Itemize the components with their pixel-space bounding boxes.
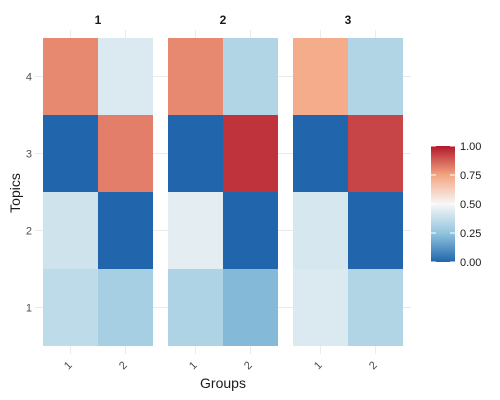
heatmap-cell xyxy=(98,38,153,115)
facet-title: 2 xyxy=(220,13,227,27)
legend-tick-label: 1.00 xyxy=(460,141,481,153)
x-axis-title: Groups xyxy=(200,375,246,391)
legend-tick-label: 0.00 xyxy=(460,257,481,269)
y-tick-label: 3 xyxy=(26,149,32,161)
x-tick-label: 2 xyxy=(242,359,255,372)
heatmap-cell xyxy=(348,192,403,269)
x-tick-label: 1 xyxy=(187,359,200,372)
heatmap-cell xyxy=(348,115,403,192)
x-tick-label: 1 xyxy=(312,359,325,372)
facet-panels: 1 1 2 2 1 2 3 1 2 xyxy=(35,13,411,372)
heatmap-cell xyxy=(43,115,98,192)
heatmap-cell xyxy=(348,38,403,115)
legend-tick-label: 0.25 xyxy=(460,228,481,240)
y-tick-label: 2 xyxy=(26,226,32,238)
y-tick-label: 1 xyxy=(26,303,32,315)
heatmap-cell xyxy=(168,115,223,192)
legend-tick-label: 0.75 xyxy=(460,170,481,182)
facet-panel-2: 2 1 2 xyxy=(160,13,286,372)
heatmap-cell xyxy=(98,115,153,192)
heatmap-cell xyxy=(293,269,348,346)
heatmap-cell xyxy=(223,115,278,192)
y-axis-ticks: 1 2 3 4 xyxy=(26,72,32,315)
heatmap-cell xyxy=(98,192,153,269)
heatmap-cell xyxy=(168,38,223,115)
x-tick-label: 1 xyxy=(62,359,75,372)
y-tick-label: 4 xyxy=(26,72,32,84)
heatmap-cell xyxy=(293,192,348,269)
y-axis-title: Topics xyxy=(7,173,23,213)
heatmap-cell xyxy=(168,269,223,346)
heatmap-cell xyxy=(293,38,348,115)
heatmap-cell xyxy=(223,38,278,115)
facet-title: 1 xyxy=(95,13,102,27)
facet-panel-3: 3 1 2 xyxy=(285,13,411,372)
heatmap-cell xyxy=(43,192,98,269)
heatmap-cell xyxy=(43,269,98,346)
facet-panel-1: 1 1 2 xyxy=(35,13,161,372)
heatmap-cell xyxy=(223,269,278,346)
heatmap-cell xyxy=(168,192,223,269)
heatmap-cell xyxy=(223,192,278,269)
heatmap-cell xyxy=(43,38,98,115)
legend-tick-label: 0.50 xyxy=(460,199,481,211)
x-tick-label: 2 xyxy=(117,359,130,372)
heatmap-cell xyxy=(293,115,348,192)
heatmap-cell xyxy=(98,269,153,346)
color-legend: 0.00 0.25 0.50 0.75 1.00 xyxy=(431,141,481,269)
facet-title: 3 xyxy=(345,13,352,27)
x-tick-label: 2 xyxy=(367,359,380,372)
heatmap-cell xyxy=(348,269,403,346)
